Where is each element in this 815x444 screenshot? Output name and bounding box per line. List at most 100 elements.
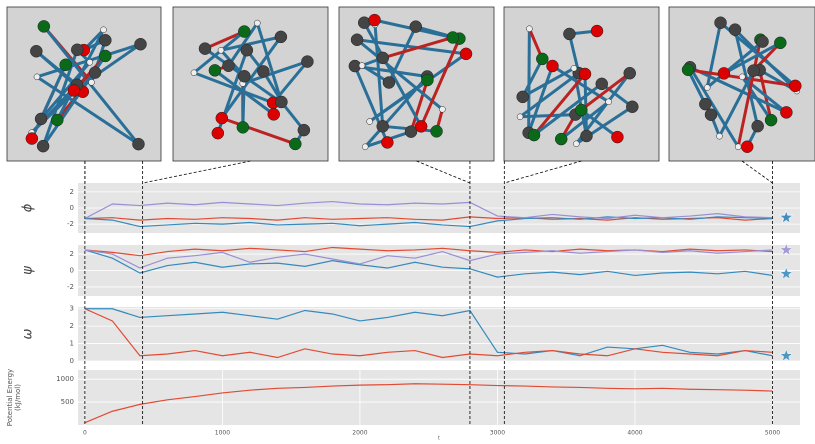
atom — [579, 68, 591, 80]
atom — [682, 64, 694, 76]
y-axis-label: Potential Energy — [6, 369, 14, 426]
atom — [575, 104, 587, 116]
atom — [298, 124, 310, 136]
atom — [199, 43, 211, 55]
atom — [718, 67, 730, 79]
y-axis-label: ω — [21, 328, 36, 339]
y-tick-label: 2 — [70, 250, 74, 258]
atom — [68, 84, 80, 96]
atom — [71, 44, 83, 56]
x-tick-label: 4000 — [627, 430, 642, 437]
atom — [704, 85, 710, 91]
y-tick-label: -2 — [67, 220, 74, 228]
atom — [739, 74, 745, 80]
atom — [369, 14, 381, 26]
atom — [101, 27, 107, 33]
atom — [275, 96, 287, 108]
atom — [596, 78, 608, 90]
atom — [135, 38, 147, 50]
atom — [222, 60, 234, 72]
atom — [715, 17, 727, 29]
y-axis-label: ψ — [21, 266, 36, 275]
x-axis-label: t — [438, 436, 440, 441]
atom — [257, 65, 269, 77]
atom — [87, 59, 93, 65]
atom — [729, 24, 741, 36]
atom — [460, 48, 472, 60]
atom — [51, 114, 63, 126]
image-connector — [143, 161, 251, 183]
atom — [209, 64, 221, 76]
atom — [774, 37, 786, 49]
molecule-image — [339, 7, 494, 161]
image-frame — [173, 7, 328, 161]
atom — [216, 112, 228, 124]
atom — [410, 21, 422, 33]
atom — [191, 70, 197, 76]
atom — [573, 141, 579, 147]
atom — [377, 120, 389, 132]
atom — [367, 119, 373, 125]
atom — [383, 77, 395, 89]
atom — [237, 121, 249, 133]
atom — [431, 125, 443, 137]
atom — [212, 127, 224, 139]
atom — [358, 17, 370, 29]
bond — [529, 29, 530, 133]
atom — [517, 91, 529, 103]
atom — [624, 67, 636, 79]
x-tick-label: 1000 — [215, 430, 230, 437]
atom — [275, 31, 287, 43]
atom — [626, 101, 638, 113]
image-connector — [742, 161, 772, 183]
atom — [606, 99, 612, 105]
atom — [34, 74, 40, 80]
x-tick-label: 3000 — [490, 430, 505, 437]
atom — [268, 108, 280, 120]
atom — [611, 131, 623, 143]
atom — [241, 44, 253, 56]
molecule-image — [7, 7, 161, 161]
molecule-image — [173, 7, 328, 161]
atom — [591, 25, 603, 37]
atom — [580, 130, 592, 142]
atom — [289, 138, 301, 150]
atom — [362, 144, 368, 150]
atom — [546, 60, 558, 72]
atom — [765, 114, 777, 126]
atom — [132, 138, 144, 150]
y-tick-label: -2 — [67, 283, 74, 291]
atom — [60, 59, 72, 71]
atom — [517, 114, 523, 120]
y-tick-label: 500 — [61, 398, 74, 406]
image-connector — [417, 161, 470, 183]
atom — [359, 63, 365, 69]
atom — [705, 109, 717, 121]
atom — [699, 98, 711, 110]
molecule-image — [504, 7, 659, 161]
atom — [99, 50, 111, 62]
atom — [88, 79, 94, 85]
atom — [38, 20, 50, 32]
y-tick-label: 2 — [70, 322, 74, 330]
atom — [381, 136, 393, 148]
page: {"chart_data": [ {"type": "line", "ylabe… — [0, 0, 815, 440]
atom — [555, 133, 567, 145]
y-tick-label: 3 — [70, 305, 74, 313]
atom — [26, 133, 38, 145]
atom — [741, 141, 753, 153]
atom — [780, 106, 792, 118]
atom — [748, 65, 760, 77]
x-tick-label: 2000 — [352, 430, 367, 437]
atom — [37, 140, 49, 152]
atom — [526, 26, 532, 32]
atom — [789, 80, 801, 92]
atom — [716, 133, 722, 139]
atom — [301, 56, 313, 68]
figure: -202ϕ-202ψ0123ω5001000010002000300040005… — [0, 0, 815, 440]
atom — [238, 26, 250, 38]
y-tick-label: 1000 — [56, 375, 74, 383]
atom — [254, 20, 260, 26]
atom — [421, 74, 433, 86]
atom — [447, 31, 459, 43]
